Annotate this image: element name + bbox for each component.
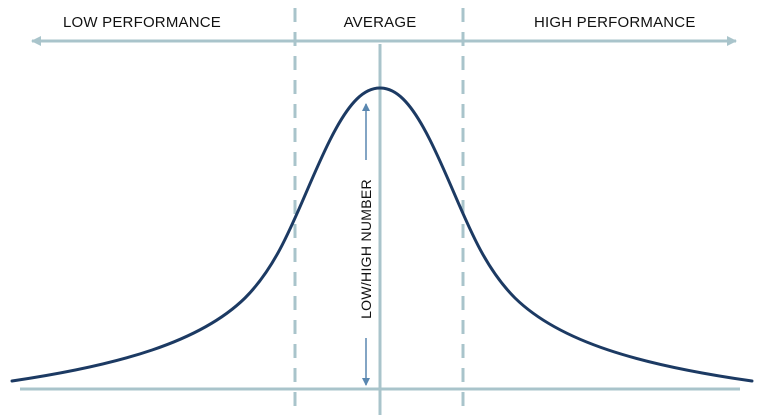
low-performance-label: LOW PERFORMANCE <box>63 14 221 31</box>
bell-curve <box>10 86 754 383</box>
high-performance-label: HIGH PERFORMANCE <box>534 14 696 31</box>
average-label: AVERAGE <box>344 14 417 31</box>
low-high-number-label: LOW/HIGH NUMBER <box>358 179 374 319</box>
vertical-label-backdrop <box>358 160 374 338</box>
